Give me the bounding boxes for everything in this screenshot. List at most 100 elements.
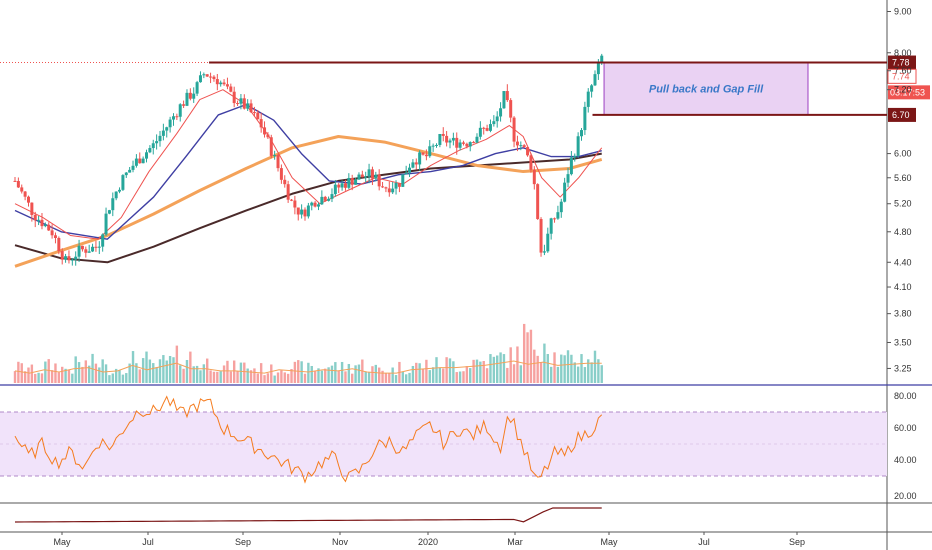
volume-bar [276, 372, 280, 383]
candle-body [242, 98, 246, 109]
candle-body [539, 219, 543, 253]
time-tick-label: Jul [698, 537, 710, 547]
candle-body [367, 169, 371, 177]
candle-body [596, 61, 600, 75]
candle-body [357, 174, 361, 180]
candle-body [252, 112, 256, 114]
candle-body [512, 117, 516, 142]
volume-bar [209, 370, 212, 383]
volume-bar [340, 361, 344, 383]
candle-body [478, 127, 482, 137]
volume-bar [512, 364, 516, 383]
volume-bar [516, 346, 519, 383]
candle-body [354, 179, 358, 185]
volume-bar [563, 355, 566, 383]
volume-bar [438, 367, 442, 383]
candle-body [171, 116, 175, 120]
volume-bar [256, 373, 259, 383]
volume-bar [391, 367, 394, 383]
volume-bar [34, 373, 37, 383]
volume-bar [168, 355, 172, 383]
volume-bar [243, 362, 246, 383]
volume-bar [206, 358, 209, 383]
candle-body [195, 82, 199, 94]
candle-body [347, 177, 351, 188]
candle-body [374, 174, 378, 179]
horizontal-levels[interactable]: 7.78 6.70 7.74 03:17:53 [0, 55, 930, 122]
volume-bar [469, 368, 472, 383]
volume-bar [44, 361, 47, 383]
time-axis[interactable]: May Jul Sep Nov 2020 Mar May Jul Sep [53, 532, 805, 547]
candle-body [13, 180, 17, 182]
candle-body [546, 233, 550, 252]
volume-bar [77, 362, 81, 383]
volume-bar [67, 369, 71, 383]
candle-body [168, 119, 172, 128]
candle-body [313, 202, 317, 207]
price-axis[interactable]: 9.00 8.00 7.60 7.20 6.00 5.60 5.20 4.80 4.40 4.10… [887, 6, 912, 373]
volume-bar [330, 365, 334, 383]
candle-body [77, 245, 81, 257]
candle-body [161, 130, 165, 136]
candle-body [397, 182, 401, 187]
candle-body [590, 85, 594, 92]
annotation-box[interactable]: Pull back and Gap Fill [603, 62, 809, 116]
volume-bar [519, 365, 523, 383]
volume-bar [576, 366, 580, 383]
volume-bar [458, 371, 462, 383]
volume-bar [101, 359, 104, 383]
candle-body [492, 121, 496, 125]
candle-body [411, 162, 415, 168]
candle-body [232, 91, 236, 104]
volume-bar [543, 343, 546, 383]
candle-body [455, 137, 459, 148]
volume-bar [448, 358, 452, 383]
candle-body [401, 174, 405, 187]
candle-body [151, 143, 155, 149]
candle-body [343, 183, 347, 188]
volume-bar [377, 367, 381, 383]
rsi-line [14, 395, 603, 484]
candle-body [101, 234, 105, 247]
candle-body [526, 147, 530, 156]
candle-body [505, 91, 509, 101]
candle-body [33, 214, 37, 221]
candle-body [468, 142, 472, 147]
candle-body [472, 142, 476, 144]
candle-body [114, 191, 118, 199]
candle-body [327, 198, 331, 201]
candle-body [293, 200, 297, 208]
volume-bar [128, 363, 131, 383]
volume-bar [533, 349, 536, 383]
candle-body [431, 145, 435, 147]
volume-bar [320, 370, 324, 383]
volume-bar [580, 354, 583, 383]
volume-bar [293, 361, 297, 383]
price-tick-label: 3.50 [894, 337, 912, 347]
volume-bar [489, 354, 492, 383]
candle-body [300, 209, 304, 215]
candle-body [408, 167, 412, 173]
candle-body [563, 182, 567, 202]
candle-body [209, 76, 213, 78]
volume-bar [249, 370, 253, 383]
volume-bar [425, 359, 428, 383]
candle-body [522, 145, 526, 148]
volume-bar [506, 367, 509, 383]
candle-body [532, 169, 536, 185]
candle-body [256, 112, 260, 120]
volume-bar [158, 359, 162, 383]
candle-body [70, 259, 74, 261]
current-price-tag [887, 68, 917, 84]
volume-bar [273, 375, 276, 383]
price-tick-label: 3.25 [894, 363, 912, 373]
candle-body [87, 251, 91, 253]
candle-body [509, 100, 513, 118]
volume-bar [17, 361, 20, 383]
volume-bar [590, 362, 593, 383]
volume-bar [50, 370, 54, 383]
candle-body [384, 187, 388, 189]
volume-bars [13, 323, 603, 383]
rsi-line [14, 395, 603, 484]
lower-oscillator [14, 507, 602, 523]
